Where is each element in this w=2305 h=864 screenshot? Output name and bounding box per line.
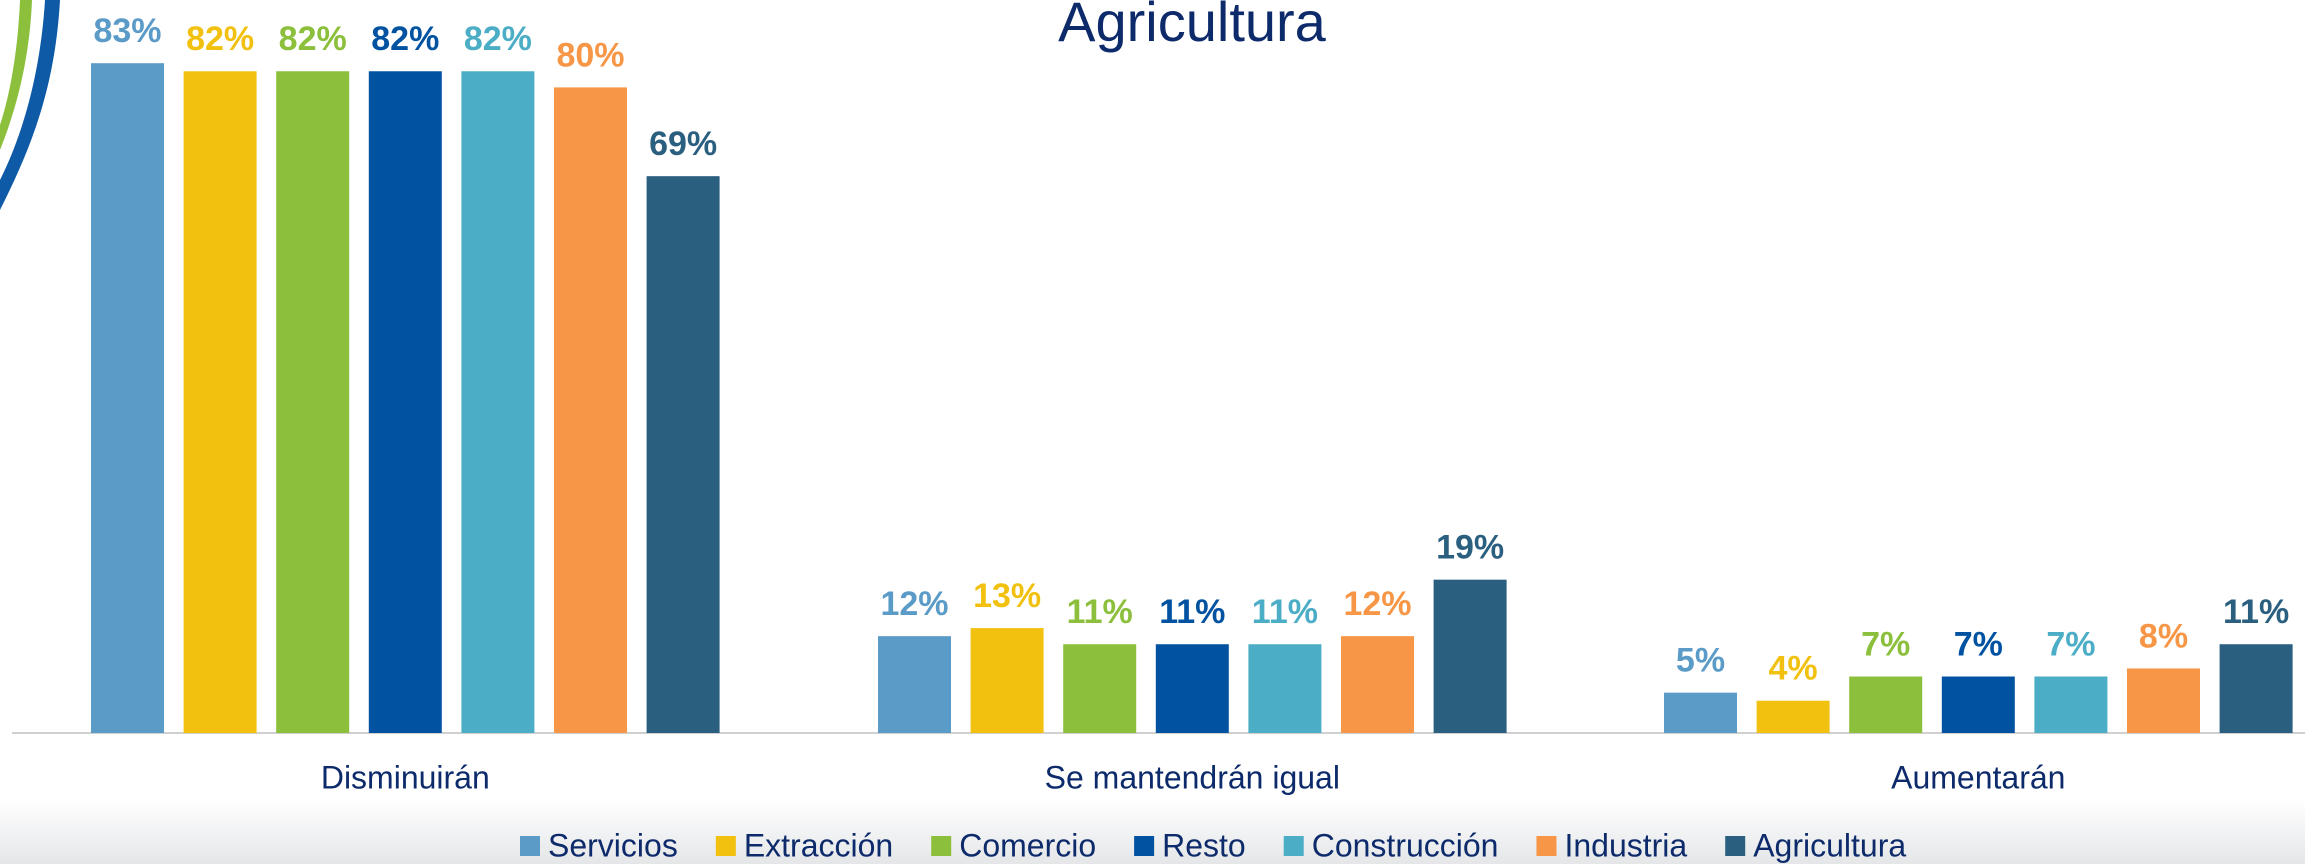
bar (276, 71, 350, 733)
value-label: 7% (1954, 625, 2003, 663)
bar (1248, 644, 1322, 733)
bar (646, 176, 720, 734)
value-label: 11% (2223, 593, 2289, 631)
bar (1433, 579, 1507, 733)
legend-swatch (715, 836, 736, 856)
bar (1341, 636, 1414, 733)
value-label: 5% (1676, 642, 1725, 680)
value-label: 82% (464, 20, 532, 58)
bar (1849, 676, 1923, 733)
value-label: 12% (880, 585, 948, 623)
legend-label: Servicios (548, 827, 678, 863)
value-label: 7% (1861, 625, 1910, 663)
bar (970, 628, 1044, 733)
logo-swoosh (0, 0, 60, 210)
value-label: 11% (1159, 593, 1225, 631)
chart-title: Agricultura (1058, 0, 1327, 53)
legend-swatch (520, 836, 540, 856)
legend-swatch (1536, 836, 1557, 856)
bar (878, 636, 951, 733)
legend-label: Comercio (959, 827, 1096, 863)
value-label: 4% (1769, 650, 1818, 688)
bar (2034, 676, 2108, 733)
legend-label: Extracción (744, 827, 893, 863)
legend-label: Industria (1564, 827, 1687, 863)
bar (1756, 700, 1830, 733)
bar (183, 71, 257, 733)
bar (2127, 668, 2200, 733)
x-tick-label: Aumentarán (1891, 759, 2065, 795)
legend-label: Agricultura (1753, 827, 1906, 863)
value-label: 82% (279, 20, 347, 58)
value-label: 8% (2139, 617, 2188, 655)
legend-swatch (1283, 836, 1304, 856)
bar (461, 71, 535, 733)
value-label: 11% (1067, 593, 1133, 631)
bar (554, 87, 627, 733)
bar (91, 63, 164, 733)
x-tick-label: Se mantendrán igual (1045, 759, 1340, 795)
bar (1941, 676, 2015, 733)
value-label: 19% (1436, 529, 1504, 567)
value-label: 13% (973, 577, 1041, 615)
bar (2219, 644, 2293, 733)
legend-swatch (1134, 836, 1155, 856)
value-label: 83% (93, 12, 161, 50)
x-tick-label: Disminuirán (321, 759, 490, 795)
value-label: 11% (1252, 593, 1318, 631)
value-label: 69% (649, 125, 717, 163)
bar (1063, 644, 1137, 733)
bar (1155, 644, 1229, 733)
legend-label: Resto (1162, 827, 1246, 863)
legend-swatch (931, 836, 952, 856)
legend-swatch (1725, 836, 1746, 856)
legend-label: Construcción (1312, 827, 1499, 863)
logo-swoosh (0, 0, 32, 150)
bar (1664, 692, 1737, 733)
value-label: 7% (2046, 625, 2095, 663)
value-label: 82% (371, 20, 439, 58)
value-label: 12% (1343, 585, 1411, 623)
value-label: 82% (186, 20, 254, 58)
value-label: 80% (556, 36, 624, 74)
bar (368, 71, 442, 733)
